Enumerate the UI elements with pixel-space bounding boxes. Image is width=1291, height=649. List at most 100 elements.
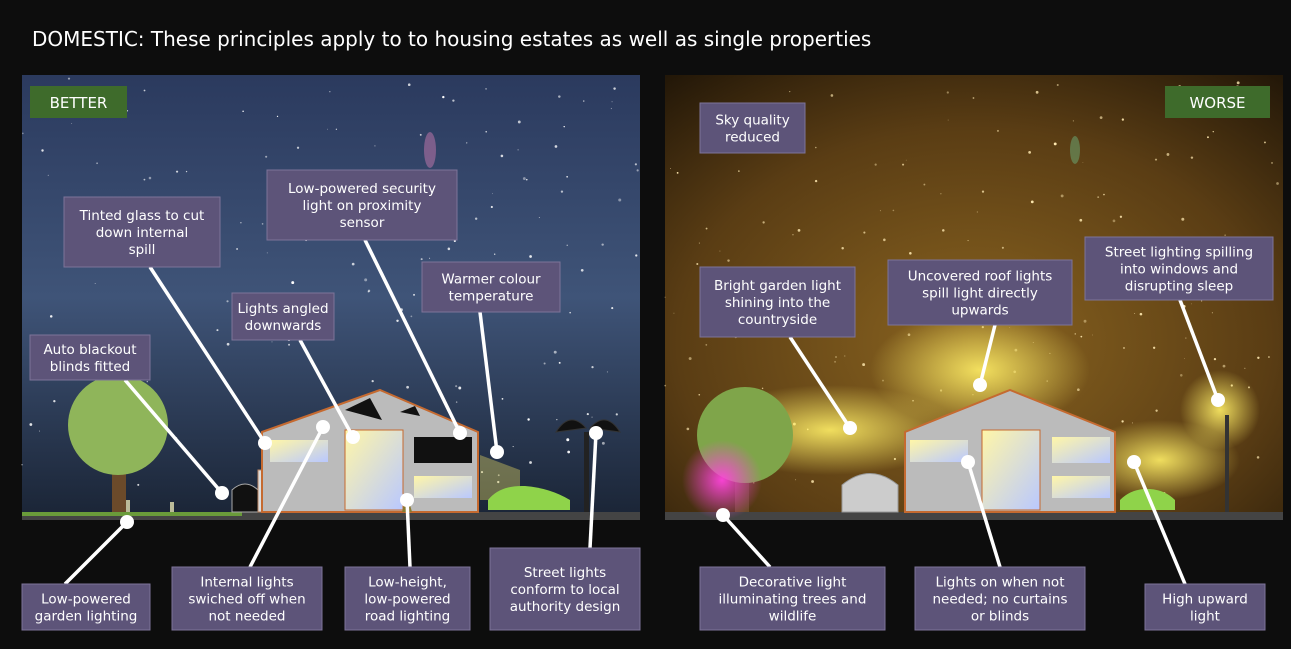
label-text: Bright garden light bbox=[714, 278, 841, 294]
star bbox=[1036, 91, 1039, 94]
star bbox=[1054, 142, 1057, 145]
star bbox=[738, 170, 740, 172]
star bbox=[227, 343, 230, 346]
label-text: conform to local bbox=[510, 582, 619, 598]
star bbox=[327, 129, 328, 130]
star bbox=[567, 245, 568, 246]
star bbox=[762, 221, 764, 223]
conservatory bbox=[232, 484, 258, 512]
star bbox=[1237, 81, 1240, 84]
star bbox=[902, 164, 904, 166]
label-text: Street lights bbox=[524, 565, 606, 581]
star bbox=[502, 398, 504, 400]
label-text: swiched off when bbox=[188, 592, 305, 608]
star bbox=[616, 413, 618, 415]
star bbox=[527, 418, 529, 420]
star bbox=[242, 110, 244, 112]
label-text: Low-powered security bbox=[288, 181, 436, 197]
star bbox=[429, 258, 430, 259]
star bbox=[815, 147, 817, 149]
label-text: low-powered bbox=[364, 592, 450, 608]
star bbox=[1113, 220, 1116, 223]
page-title: DOMESTIC: These principles apply to to h… bbox=[32, 27, 871, 51]
window bbox=[270, 440, 328, 462]
star bbox=[566, 176, 568, 178]
star bbox=[719, 251, 720, 252]
star bbox=[1140, 313, 1143, 316]
star bbox=[421, 258, 423, 260]
star bbox=[448, 248, 451, 251]
leader-dot bbox=[453, 426, 467, 440]
star bbox=[1276, 182, 1279, 185]
tree-canopy bbox=[68, 375, 168, 475]
star bbox=[561, 190, 563, 192]
star bbox=[329, 91, 330, 92]
label-text: blinds fitted bbox=[50, 359, 131, 375]
leader-line bbox=[65, 522, 127, 584]
star bbox=[297, 147, 299, 149]
star bbox=[518, 149, 519, 150]
conservatory bbox=[842, 474, 898, 513]
star bbox=[789, 91, 790, 92]
label-text: down internal bbox=[96, 225, 189, 241]
star bbox=[556, 419, 557, 420]
star bbox=[947, 91, 949, 93]
star bbox=[526, 179, 528, 181]
label-text: sensor bbox=[340, 215, 385, 231]
star bbox=[611, 108, 612, 109]
label-text: Sky quality bbox=[715, 113, 789, 129]
infographic: DOMESTIC: These principles apply to to h… bbox=[0, 0, 1291, 645]
star bbox=[48, 175, 49, 176]
star bbox=[96, 162, 98, 164]
star bbox=[875, 164, 877, 166]
label-text: into windows and bbox=[1120, 262, 1238, 278]
star bbox=[491, 206, 493, 208]
star bbox=[494, 254, 495, 255]
window bbox=[982, 430, 1040, 510]
star bbox=[1268, 356, 1270, 358]
star bbox=[406, 386, 409, 389]
star bbox=[1212, 312, 1213, 313]
star bbox=[475, 218, 477, 220]
label-text: temperature bbox=[449, 289, 534, 305]
leader-dot bbox=[716, 508, 730, 522]
star bbox=[909, 252, 912, 255]
lawn bbox=[22, 512, 242, 516]
tinted-window bbox=[414, 437, 472, 463]
star bbox=[1264, 141, 1266, 143]
star bbox=[1153, 347, 1155, 349]
star bbox=[176, 171, 178, 173]
leader-dot bbox=[215, 486, 229, 500]
star bbox=[442, 96, 444, 98]
star bbox=[1082, 162, 1083, 163]
star bbox=[336, 129, 337, 130]
leader-dot bbox=[1127, 455, 1141, 469]
star bbox=[1271, 162, 1272, 163]
star bbox=[1100, 116, 1103, 119]
label-text: High upward bbox=[1162, 592, 1248, 608]
label-text: garden lighting bbox=[35, 609, 138, 625]
star bbox=[982, 190, 984, 192]
star bbox=[1191, 156, 1193, 158]
star bbox=[674, 313, 675, 314]
star bbox=[50, 315, 53, 318]
star bbox=[466, 142, 467, 143]
star bbox=[583, 100, 585, 102]
label-text: reduced bbox=[725, 130, 780, 146]
label-text: light on proximity bbox=[303, 198, 422, 214]
star bbox=[523, 177, 526, 180]
label-text: Lights angled bbox=[237, 301, 328, 317]
star bbox=[835, 356, 836, 357]
label-text: spill bbox=[129, 242, 156, 258]
star bbox=[1120, 216, 1122, 218]
leader-dot bbox=[843, 421, 857, 435]
star bbox=[1134, 313, 1135, 314]
label-text: spill light directly bbox=[922, 286, 1038, 302]
star bbox=[1257, 357, 1259, 359]
star bbox=[706, 228, 708, 230]
star bbox=[539, 217, 540, 218]
star bbox=[21, 464, 22, 465]
star bbox=[883, 239, 886, 242]
star bbox=[272, 341, 273, 342]
star bbox=[22, 133, 24, 135]
